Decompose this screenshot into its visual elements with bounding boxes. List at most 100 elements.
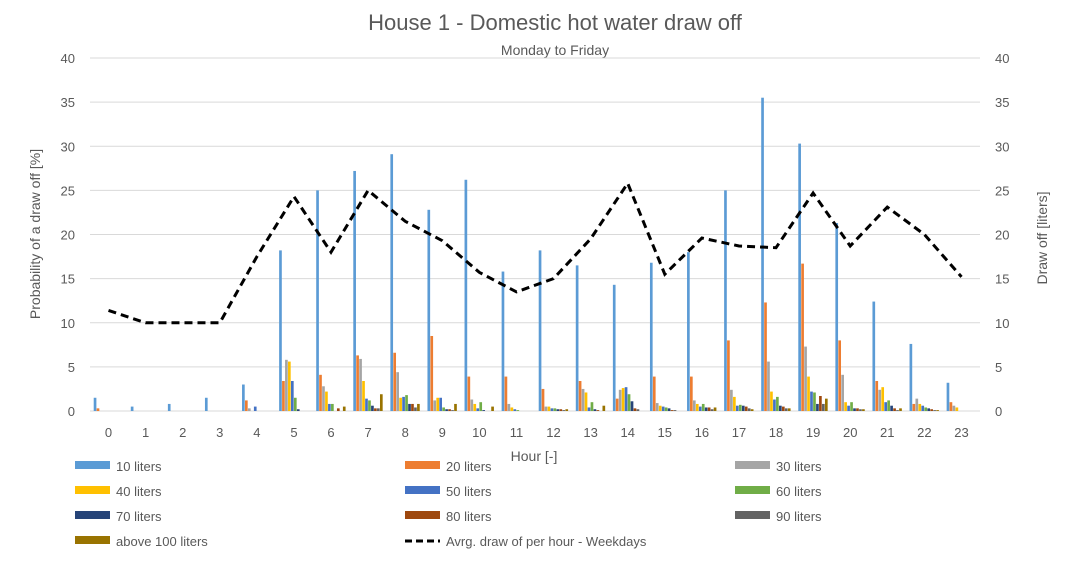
bar <box>593 409 597 411</box>
bar <box>336 408 340 411</box>
bar <box>927 408 931 411</box>
x-tick-label: 18 <box>769 425 783 440</box>
bar <box>767 361 770 411</box>
bar <box>744 406 748 411</box>
bar <box>93 397 97 411</box>
bar <box>822 403 825 411</box>
bar <box>733 396 736 411</box>
bar <box>513 409 517 411</box>
bar <box>710 409 714 411</box>
bar <box>798 143 801 411</box>
bar <box>544 406 548 411</box>
bar <box>379 394 383 411</box>
bar <box>909 343 913 411</box>
bar <box>862 409 865 411</box>
bar <box>835 223 839 411</box>
series-70-liters <box>296 401 931 411</box>
bar <box>393 352 397 411</box>
legend-swatch <box>735 461 770 469</box>
bar <box>374 408 377 411</box>
x-tick-label: 6 <box>327 425 334 440</box>
bar <box>687 252 690 411</box>
x-tick-label: 17 <box>732 425 746 440</box>
y2-tick-label: 40 <box>995 51 1009 66</box>
legend-label: 80 liters <box>446 509 492 524</box>
bar <box>735 405 739 411</box>
bar <box>615 398 619 411</box>
x-tick-label: 16 <box>695 425 709 440</box>
x-tick-label: 21 <box>880 425 894 440</box>
bar <box>445 409 448 411</box>
legend-swatch <box>405 461 440 469</box>
bar <box>856 408 859 411</box>
bar <box>491 406 494 411</box>
bar <box>707 407 711 411</box>
bar <box>479 402 483 411</box>
bar <box>813 392 816 411</box>
x-tick-label: 5 <box>290 425 297 440</box>
bar <box>296 409 300 411</box>
bar <box>501 271 505 411</box>
x-tick-label: 23 <box>954 425 968 440</box>
y-tick-label: 0 <box>68 404 75 419</box>
bar <box>627 394 631 411</box>
bar <box>630 401 634 411</box>
bar <box>698 406 702 411</box>
bar <box>581 388 585 411</box>
x-axis-ticks: 0 1 2 3 4 5 6 7 8 9 10 11 12 13 14 15 16 17 18 19 20 21 22 23 <box>105 425 969 440</box>
bar <box>96 408 100 411</box>
x-tick-label: 0 <box>105 425 112 440</box>
bar <box>670 410 674 411</box>
series-50-liters <box>253 381 925 411</box>
bar <box>316 190 319 412</box>
bar <box>872 301 876 411</box>
bar <box>507 403 511 411</box>
bar <box>955 407 959 411</box>
legend-label: 20 liters <box>446 459 492 474</box>
bar <box>841 374 844 411</box>
bar <box>433 400 437 411</box>
bar <box>510 407 514 411</box>
legend-label: 40 liters <box>116 484 162 499</box>
bar <box>167 403 171 411</box>
bar <box>896 410 899 411</box>
legend-label: Avrg. draw of per hour - Weekdays <box>446 534 647 549</box>
bar <box>701 403 705 411</box>
bar <box>538 250 542 411</box>
series-above-100-liters <box>342 394 939 411</box>
legend-label: 50 liters <box>446 484 492 499</box>
bar <box>482 410 486 411</box>
bar <box>584 392 588 411</box>
bar <box>810 391 813 411</box>
x-tick-label: 15 <box>658 425 672 440</box>
bar <box>442 407 445 411</box>
bar <box>952 405 956 411</box>
bar <box>621 388 625 411</box>
bar <box>470 399 474 411</box>
bar <box>559 409 563 411</box>
legend-swatch <box>75 486 110 494</box>
bar <box>747 408 751 411</box>
y-tick-label: 30 <box>61 139 75 154</box>
bar <box>359 358 362 411</box>
bar <box>649 262 653 411</box>
series-60-liters <box>293 392 928 411</box>
bar <box>575 265 579 411</box>
bar <box>933 410 936 411</box>
bar <box>328 403 331 411</box>
bar <box>293 397 297 411</box>
y2-tick-label: 0 <box>995 404 1002 419</box>
legend-label: 60 liters <box>776 484 822 499</box>
x-tick-label: 9 <box>439 425 446 440</box>
average-line-series <box>108 180 963 325</box>
series-80-liters <box>336 396 933 411</box>
x-tick-label: 8 <box>402 425 409 440</box>
bar <box>405 395 408 411</box>
y2-tick-label: 20 <box>995 228 1009 243</box>
bar <box>658 405 662 411</box>
bar <box>516 410 520 411</box>
bar <box>847 405 850 411</box>
series-20-liters <box>96 263 953 411</box>
bar <box>915 398 919 411</box>
y-tick-label: 40 <box>61 51 75 66</box>
